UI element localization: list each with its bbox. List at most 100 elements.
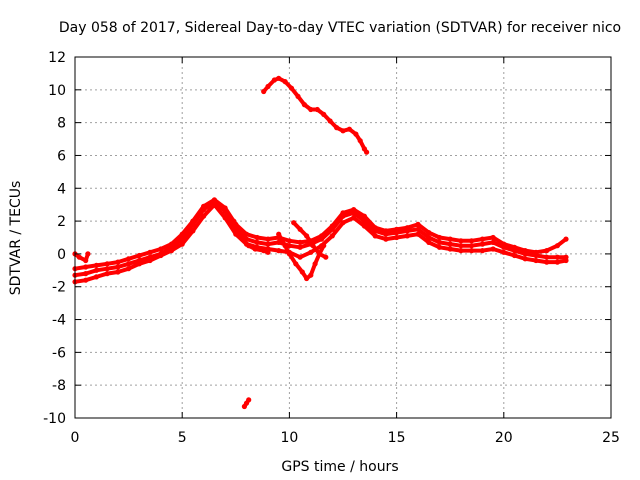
- data-point: [340, 210, 346, 216]
- data-point: [436, 244, 443, 250]
- data-point: [490, 246, 496, 252]
- data-point: [168, 241, 175, 247]
- data-point: [308, 106, 314, 113]
- data-point: [511, 244, 518, 250]
- data-point: [252, 246, 258, 252]
- data-point: [372, 225, 378, 231]
- data-point: [93, 262, 99, 268]
- y-tick-label: -6: [52, 345, 66, 361]
- data-point: [426, 234, 432, 241]
- data-point: [321, 111, 327, 117]
- data-point: [346, 126, 352, 132]
- data-point: [276, 248, 282, 254]
- data-point: [490, 234, 496, 241]
- data-point: [340, 128, 346, 134]
- data-point: [271, 77, 277, 83]
- data-point: [319, 233, 325, 239]
- data-point: [522, 248, 528, 254]
- data-point: [126, 266, 132, 272]
- data-point: [291, 220, 297, 226]
- data-point: [479, 241, 485, 247]
- x-tick-label: 5: [178, 430, 187, 446]
- data-point: [83, 277, 89, 283]
- data-point: [136, 252, 142, 259]
- y-tick-label: 8: [57, 116, 66, 132]
- data-point: [479, 248, 485, 254]
- data-point: [458, 243, 464, 249]
- data-point: [265, 236, 271, 242]
- data-point: [288, 85, 295, 91]
- data-point: [312, 261, 318, 267]
- y-tick-label: -4: [52, 313, 66, 329]
- y-tick-label: 12: [48, 50, 66, 66]
- data-point: [329, 233, 335, 239]
- data-point: [327, 118, 333, 124]
- data-point: [179, 241, 185, 247]
- data-point: [147, 249, 153, 255]
- data-point: [231, 218, 237, 224]
- y-tick-label: 4: [57, 181, 66, 197]
- data-point: [563, 236, 569, 242]
- data-point: [554, 259, 561, 265]
- data-point: [394, 226, 400, 232]
- data-point: [104, 261, 110, 267]
- data-point: [286, 243, 292, 249]
- data-point: [261, 88, 267, 95]
- data-point: [246, 243, 252, 249]
- y-tick-label: 6: [57, 148, 66, 164]
- series-layer: [72, 75, 569, 410]
- data-point: [83, 257, 89, 264]
- data-point: [239, 236, 245, 242]
- data-point: [533, 249, 539, 255]
- data-point: [353, 131, 359, 137]
- y-tick-label: -8: [52, 378, 66, 394]
- data-point: [340, 220, 346, 226]
- data-point: [351, 215, 357, 221]
- data-point: [265, 249, 271, 255]
- data-point: [276, 75, 282, 81]
- data-point: [147, 257, 153, 264]
- data-point: [321, 243, 327, 249]
- data-point: [554, 254, 561, 260]
- y-tick-label: -2: [52, 280, 66, 296]
- data-point: [243, 231, 250, 237]
- data-point: [447, 241, 453, 247]
- data-point: [295, 93, 301, 99]
- data-point: [265, 241, 271, 247]
- y-axis-label: SDTVAR / TECUs: [8, 181, 24, 296]
- data-point: [501, 241, 507, 247]
- data-point: [469, 238, 475, 244]
- data-point: [104, 266, 110, 272]
- data-point: [297, 254, 303, 260]
- data-point: [282, 79, 288, 85]
- data-point: [522, 256, 528, 262]
- data-point: [334, 125, 340, 131]
- data-point: [246, 397, 252, 403]
- x-tick-label: 10: [280, 430, 298, 446]
- data-point: [308, 249, 314, 255]
- data-point: [554, 243, 561, 249]
- data-point: [115, 259, 121, 265]
- data-point: [190, 218, 196, 224]
- data-point: [469, 248, 475, 254]
- data-point: [254, 234, 260, 241]
- y-tick-label: 10: [48, 83, 66, 99]
- data-point: [490, 239, 496, 245]
- data-point: [301, 102, 307, 108]
- data-point: [85, 251, 91, 257]
- data-point: [222, 215, 228, 221]
- series-track-dip: [276, 232, 326, 281]
- data-point: [383, 228, 389, 234]
- data-point: [265, 83, 271, 90]
- data-point: [458, 238, 464, 244]
- x-tick-label: 15: [388, 430, 406, 446]
- data-point: [415, 226, 421, 232]
- data-point: [544, 254, 550, 260]
- data-point: [447, 236, 453, 242]
- data-point: [458, 248, 464, 254]
- y-tick-label: -10: [43, 411, 66, 427]
- data-point: [316, 251, 322, 257]
- data-point: [404, 225, 410, 231]
- y-tick-label: 0: [57, 247, 66, 263]
